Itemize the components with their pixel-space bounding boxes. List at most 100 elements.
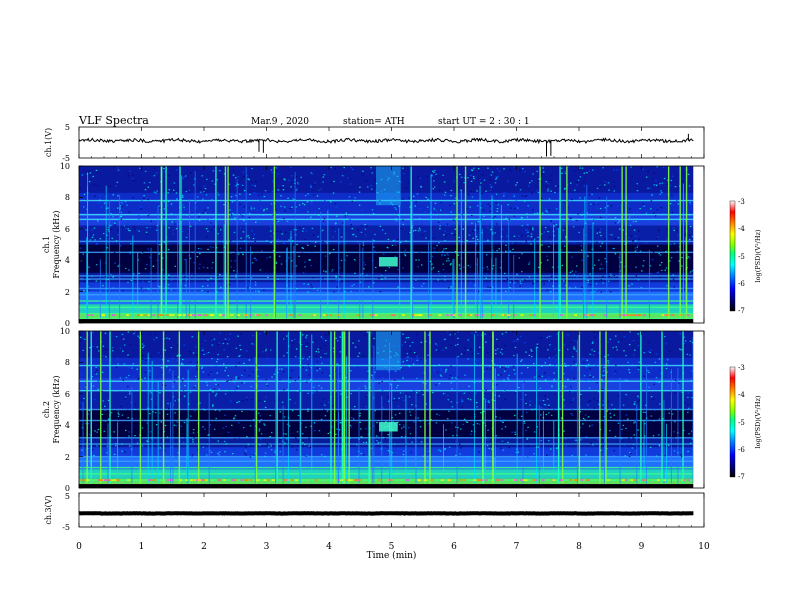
- ch2-spec-speckle-230: [689, 354, 691, 356]
- ch2-spec-speckle-446: [175, 375, 177, 378]
- ch1-spec-speckle-491: [153, 175, 156, 177]
- ch1-spec-speckle-89: [467, 264, 470, 267]
- ch2-spec-sferic-44: [492, 331, 494, 484]
- ch2-spec-lf-dot-110: [345, 479, 349, 481]
- ch2-spec-speckle-1208: [587, 404, 589, 406]
- ch1-spec-speckle-944: [145, 231, 148, 233]
- ch2-spec-speckle-1387: [168, 338, 171, 340]
- ch1-spec-speckle-879: [379, 290, 382, 293]
- ch1-spec-speckle-818: [89, 172, 92, 174]
- ch1-spec-speckle-1259: [563, 201, 566, 203]
- ch1-spec-speckle-1083: [441, 253, 443, 256]
- ch1-waveform-ytick-top: 5: [65, 123, 70, 132]
- ch1-spec-speckle-1613: [495, 202, 497, 204]
- ch1-spec-speckle-1120: [313, 288, 315, 290]
- ch1-spec-speckle-10: [578, 178, 580, 180]
- ch1-spec-speckle-1628: [217, 194, 220, 196]
- ch2-spec-speckle-1321: [658, 403, 661, 405]
- ch2-spec-sferic-87: [599, 331, 601, 484]
- ch2-spec-speckle-1309: [641, 349, 643, 351]
- ch1-spec-speckle-1032: [97, 202, 100, 204]
- ch1-spec-speckle-518: [576, 265, 578, 267]
- ch1-spec-speckle-1092: [431, 280, 433, 282]
- ch1-spec-speckle-318: [283, 241, 285, 243]
- ch1-spec-speckle-392: [139, 220, 142, 222]
- ch2-spec-speckle-511: [290, 377, 292, 379]
- ch2-spec-speckle-860: [120, 405, 122, 408]
- ch2-spec-speckle-294: [253, 343, 255, 345]
- ch1-spec-speckle-373: [402, 267, 404, 269]
- ch2-spec-speckle-1738: [315, 355, 318, 357]
- ch1-spec-speckle-1747: [168, 189, 171, 191]
- ch2-spec-speckle-1584: [454, 440, 457, 443]
- ch2-spec-speckle-367: [470, 430, 473, 432]
- ch1-spec-speckle-1375: [94, 239, 96, 241]
- ch1-spec-speckle-1309: [223, 173, 226, 175]
- ch1-spec-lf-dot-98: [665, 314, 669, 316]
- ch2-spec-speckle-1580: [457, 376, 459, 379]
- ch1-spec-speckle-703: [552, 285, 554, 287]
- ch1-spec-speckle-1169: [458, 173, 461, 176]
- ch1-spec-lf-dot-104: [159, 314, 163, 316]
- ch2-spec-speckle-290: [533, 348, 535, 350]
- ch1-spec-speckle-276: [324, 255, 327, 257]
- ch1-spec-speckle-342: [564, 187, 566, 190]
- ch1-spec-speckle-1118: [311, 252, 313, 254]
- ch1-spec-speckle-189: [228, 183, 231, 185]
- ch1-spec-speckle-1096: [133, 279, 135, 282]
- ch2-spec-speckle-1047: [93, 399, 96, 401]
- ch1-spec-speckle-1430: [211, 248, 214, 250]
- ch1-spec-speckle-1058: [143, 197, 145, 200]
- ch2-spec-speckle-362: [497, 374, 500, 376]
- ch1-spec-sferic-38: [194, 170, 196, 319]
- ch2-spec-speckle-72: [392, 421, 395, 423]
- ch1-spec-speckle-928: [581, 259, 583, 261]
- ch2-spec-sferic-82: [619, 377, 621, 484]
- ch2-spec-speckle-863: [159, 447, 161, 449]
- ch1-spec-speckle-1586: [540, 233, 543, 235]
- ch1-spec-speckle-713: [649, 265, 652, 267]
- ch2-spec-speckle-971: [644, 411, 646, 413]
- ch2-spec-speckle-5: [437, 371, 439, 374]
- ch1-spec-speckle-271: [607, 257, 610, 260]
- ch2-spec-speckle-716: [257, 375, 259, 377]
- ch1-spec-speckle-1671: [447, 287, 450, 289]
- ch1-spec-speckle-1004: [257, 290, 260, 292]
- ch2-spec-speckle-1512: [105, 356, 107, 358]
- ch2-spec-speckle-955: [521, 359, 523, 361]
- ch2-spec-speckle-1287: [152, 381, 155, 383]
- ch2-spec-speckle-11: [140, 378, 143, 381]
- ch2-spec-speckle-1481: [338, 429, 341, 431]
- ch2-spec-speckle-1594: [520, 415, 523, 417]
- ch2-spec-speckle-300: [390, 383, 392, 385]
- ch1-spec-speckle-282: [352, 233, 355, 235]
- ch2-spec-speckle-138: [462, 423, 464, 425]
- ch2-spec-speckle-761: [440, 375, 443, 377]
- ch1-spec-speckle-743: [506, 235, 509, 237]
- ch2-spec-speckle-1761: [683, 342, 686, 344]
- ch2-spec-speckle-666: [310, 427, 312, 429]
- ch2-spec-speckle-883: [603, 367, 605, 369]
- ch1-spec-speckle-1290: [323, 218, 326, 220]
- ch2-spec-speckle-127: [524, 437, 526, 439]
- x-tick-9: 9: [639, 542, 645, 552]
- ch2-spec-speckle-1679: [97, 380, 99, 382]
- ch2-spec-speckle-1663: [598, 403, 600, 405]
- ch1-spec-speckle-1305: [206, 236, 208, 238]
- ch1-spec-speckle-316: [413, 272, 415, 274]
- ch1-spec-speckle-611: [143, 195, 145, 197]
- ch1-spec-speckle-269: [555, 224, 557, 226]
- ch2-freq-tick-10: 10: [60, 327, 70, 336]
- ch2-spec-band-8: [79, 408, 694, 411]
- ch1-spec-speckle-1161: [608, 249, 610, 252]
- ch2-spec-speckle-1093: [312, 392, 315, 394]
- ch1-spec-speckle-132: [661, 182, 664, 184]
- ch1-spec-speckle-1001: [199, 188, 202, 190]
- ch2-spec-speckle-1316: [196, 378, 198, 380]
- ch1-spec-speckle-1066: [193, 270, 196, 273]
- ch1-spec-speckle-465: [234, 217, 236, 219]
- ch2-spec-speckle-476: [285, 433, 287, 435]
- ch2-spec-speckle-388: [110, 412, 113, 414]
- ch1-spec-speckle-1757: [205, 194, 208, 196]
- ch2-spec-speckle-489: [432, 454, 434, 456]
